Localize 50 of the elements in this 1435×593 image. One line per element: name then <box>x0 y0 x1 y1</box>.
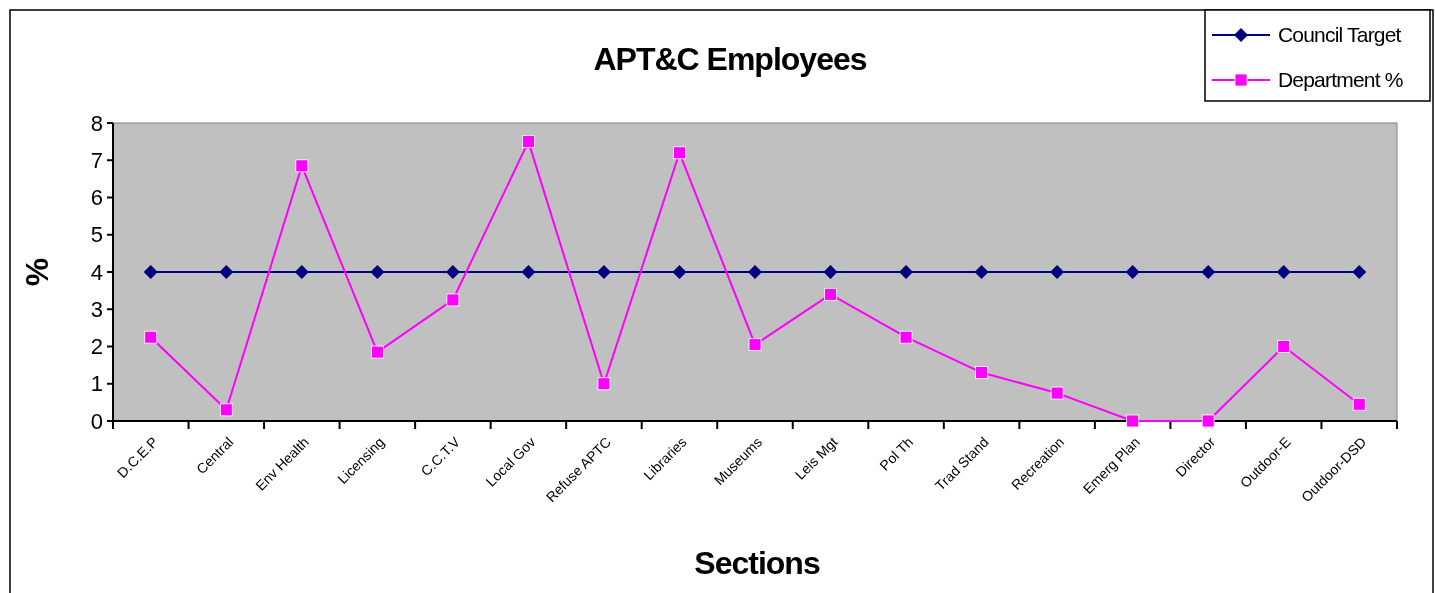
point <box>824 287 837 301</box>
point <box>748 338 762 352</box>
y-tick-label: 4 <box>90 259 103 285</box>
x-tick-label: Pol Th <box>876 433 917 474</box>
point <box>446 293 460 307</box>
x-tick-label: Leis Mgt <box>791 433 841 483</box>
point <box>1276 265 1291 279</box>
y-tick-label: 7 <box>90 147 103 173</box>
point <box>144 330 158 344</box>
point <box>219 265 234 279</box>
point <box>672 265 687 279</box>
point <box>1352 265 1367 279</box>
point <box>899 330 913 344</box>
y-tick-label: 3 <box>90 296 103 322</box>
point <box>899 265 914 279</box>
point <box>445 265 460 279</box>
point <box>1050 265 1065 279</box>
point <box>522 135 535 149</box>
point <box>219 403 233 417</box>
point <box>673 146 686 160</box>
point <box>1201 414 1215 428</box>
point <box>748 265 762 279</box>
point <box>823 265 838 279</box>
point <box>370 345 384 359</box>
point <box>1126 414 1140 428</box>
y-tick-label: 6 <box>90 185 103 211</box>
y-tick-label: 1 <box>90 371 103 397</box>
legend-label: Council Target <box>1278 23 1402 47</box>
point <box>294 265 309 279</box>
point <box>597 377 611 391</box>
legend-label: Department % <box>1278 68 1403 92</box>
y-tick-label: 2 <box>90 334 103 360</box>
point <box>975 366 988 379</box>
point <box>974 265 989 279</box>
point <box>1125 265 1140 279</box>
point <box>1201 265 1216 279</box>
y-axis-title: % <box>19 257 55 287</box>
y-tick-label: 5 <box>90 222 103 248</box>
chart-title: APT&C Employees <box>593 41 867 77</box>
point <box>295 159 309 173</box>
y-tick-label: 0 <box>90 408 103 434</box>
point <box>1277 340 1291 353</box>
point <box>596 265 611 279</box>
point <box>1050 386 1064 400</box>
x-axis-title: Sections <box>694 545 820 581</box>
y-tick-label: 8 <box>90 110 103 136</box>
point <box>521 265 536 279</box>
point <box>1352 397 1366 411</box>
point <box>143 265 158 279</box>
point <box>370 265 385 279</box>
